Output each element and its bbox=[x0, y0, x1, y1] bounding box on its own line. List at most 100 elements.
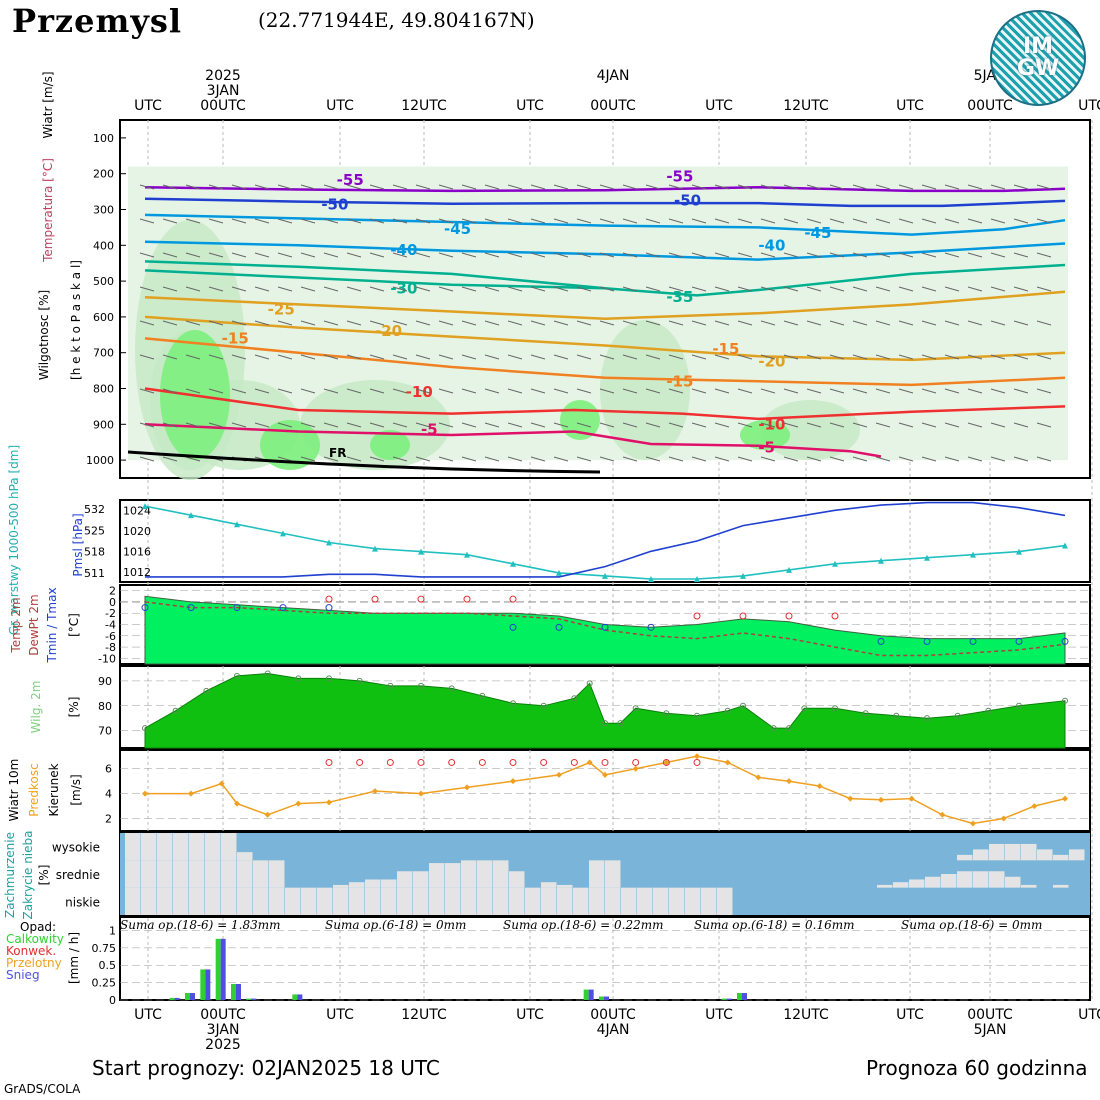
isotherm--30 bbox=[144, 269, 606, 290]
wind-barb bbox=[139, 218, 155, 224]
cloud-bar-niskie bbox=[509, 887, 525, 915]
wind-barb bbox=[438, 252, 454, 258]
wind-barb bbox=[346, 320, 362, 326]
wind-barb bbox=[645, 286, 661, 292]
tminmax-marker-Tmax bbox=[739, 612, 747, 620]
precip-tick-label: 0.5 bbox=[99, 959, 117, 972]
wind-speed-marker bbox=[878, 796, 884, 803]
cloud-bar-srednie bbox=[477, 860, 493, 888]
wind-barb bbox=[530, 388, 546, 394]
wind-barb bbox=[668, 218, 684, 224]
precip-bar-snow bbox=[220, 938, 226, 1000]
cloud-bar-niskie bbox=[589, 887, 605, 915]
wind-barb bbox=[645, 354, 661, 360]
time-tick-top: UTC bbox=[705, 98, 733, 114]
temp-tick-label: -10 bbox=[98, 652, 116, 665]
wind-speed-marker bbox=[264, 811, 271, 818]
wind-barb bbox=[553, 184, 569, 190]
wind-barb bbox=[990, 388, 1006, 394]
gh-marker bbox=[280, 530, 286, 537]
cloud-bar-srednie bbox=[269, 860, 285, 888]
cloud-bar-niskie bbox=[621, 887, 637, 915]
wind-barb bbox=[300, 422, 316, 428]
wind-barb bbox=[553, 218, 569, 224]
cloud-bar-wysokie bbox=[125, 833, 141, 861]
humidity-shade-high bbox=[740, 420, 790, 450]
isotherm-label: -35 bbox=[666, 288, 693, 306]
wind-barb bbox=[691, 320, 707, 326]
wind-barb bbox=[691, 286, 707, 292]
wind-barb bbox=[1036, 320, 1052, 326]
gh-marker bbox=[1016, 548, 1022, 555]
wind-barb bbox=[967, 218, 983, 224]
wind-barb bbox=[645, 218, 661, 224]
wind-barb bbox=[1036, 184, 1052, 190]
wind-barb bbox=[415, 456, 431, 462]
time-tick-bottom: UTC bbox=[516, 1007, 544, 1023]
isotherm-label: -5 bbox=[758, 439, 775, 457]
gh-marker bbox=[326, 539, 332, 546]
wind-speed-marker bbox=[847, 795, 854, 802]
wind-barb bbox=[415, 422, 431, 428]
cloud-bar-niskie bbox=[461, 887, 477, 915]
precip-bar-total bbox=[292, 994, 298, 1000]
wind-barb bbox=[461, 354, 477, 360]
wind-barb bbox=[162, 320, 178, 326]
time-tick-top: UTC bbox=[896, 98, 924, 114]
wind-barb bbox=[369, 388, 385, 394]
wind-barb bbox=[944, 252, 960, 258]
tminmax-marker-Tmin bbox=[1061, 637, 1069, 645]
wind-barb bbox=[691, 218, 707, 224]
cloud-bar-niskie bbox=[221, 887, 237, 915]
cloud-bar-srednie bbox=[237, 860, 253, 888]
cloud-bar-srednie bbox=[941, 874, 957, 888]
wind-barb bbox=[576, 184, 592, 190]
cloud-bar-niskie bbox=[493, 887, 509, 915]
wind-barb bbox=[300, 354, 316, 360]
wind-barb bbox=[714, 286, 730, 292]
wind-barb bbox=[461, 456, 477, 462]
wind-barb bbox=[185, 422, 201, 428]
wind-barb bbox=[323, 422, 339, 428]
wind-barb bbox=[415, 286, 431, 292]
wind-barb bbox=[139, 286, 155, 292]
pressure-tick-label: 300 bbox=[93, 204, 114, 217]
temp-ylabel: Tmin / Tmax bbox=[45, 587, 59, 663]
time-tick-bottom: 00UTC bbox=[200, 1007, 246, 1023]
wind-barb bbox=[277, 286, 293, 292]
precip-bar-snow bbox=[205, 969, 211, 1000]
tminmax-marker-Tmax bbox=[785, 612, 793, 620]
wind-barb bbox=[300, 252, 316, 258]
precip-bar-snow bbox=[251, 998, 257, 1000]
cloud-bar-wysokie bbox=[221, 833, 237, 861]
wind-barb bbox=[576, 422, 592, 428]
wind-barb bbox=[1036, 218, 1052, 224]
time-tick-bottom: UTC bbox=[896, 1007, 924, 1023]
humidity-marker bbox=[801, 705, 808, 712]
cloud-bar-wysokie bbox=[205, 833, 221, 861]
day-label-bottom: 5JAN bbox=[974, 1022, 1007, 1038]
wind-barb bbox=[530, 218, 546, 224]
tminmax-marker-Tmin bbox=[601, 623, 609, 631]
software-credit: GrADS/COLA bbox=[4, 1082, 81, 1096]
wind-barb bbox=[875, 354, 891, 360]
cloud-bar-srednie bbox=[541, 882, 557, 888]
cloud-bar-niskie bbox=[653, 887, 669, 915]
wind-barb bbox=[461, 286, 477, 292]
wind-barb bbox=[231, 422, 247, 428]
precip-bar-snow bbox=[726, 998, 732, 1000]
wind-barb bbox=[1013, 422, 1029, 428]
frost-annotation: FR bbox=[329, 446, 346, 460]
wind-barb bbox=[530, 320, 546, 326]
temp-tick-label: -4 bbox=[105, 619, 116, 632]
wind-barb bbox=[438, 286, 454, 292]
isotherm--5 bbox=[144, 423, 882, 458]
wind-speed-marker bbox=[372, 788, 378, 795]
wind-barb bbox=[415, 354, 431, 360]
wind-tick-label: 4 bbox=[105, 788, 112, 801]
humidity-marker bbox=[632, 705, 639, 712]
wind-barb bbox=[507, 422, 523, 428]
isotherm--15 bbox=[144, 337, 1066, 387]
tminmax-marker-Tmin bbox=[141, 604, 149, 612]
